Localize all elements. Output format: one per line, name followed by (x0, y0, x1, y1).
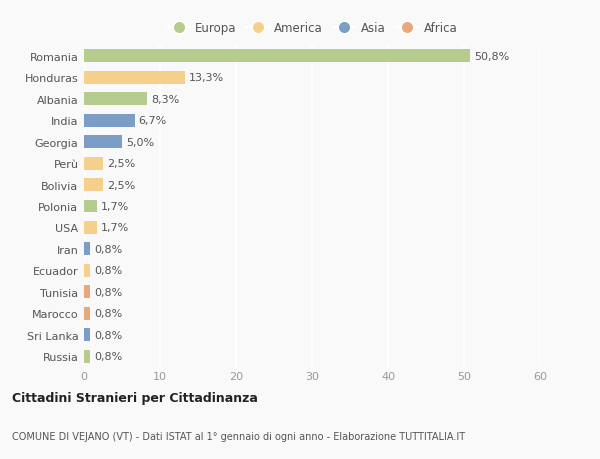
Bar (84, 93, 147, 106)
Text: Cittadini Stranieri per Cittadinanza: Cittadini Stranieri per Cittadinanza (12, 391, 258, 404)
Text: 5,0%: 5,0% (126, 137, 154, 147)
Text: 6,7%: 6,7% (139, 116, 167, 126)
Bar (84, 114, 135, 127)
Text: 2,5%: 2,5% (107, 159, 135, 169)
Text: COMUNE DI VEJANO (VT) - Dati ISTAT al 1° gennaio di ogni anno - Elaborazione TUT: COMUNE DI VEJANO (VT) - Dati ISTAT al 1°… (12, 431, 465, 441)
Bar (84, 179, 103, 191)
Bar (84, 350, 90, 363)
Text: 0,8%: 0,8% (94, 352, 122, 362)
Text: 50,8%: 50,8% (474, 51, 509, 62)
Bar (84, 200, 97, 213)
Bar (84, 157, 103, 170)
Text: 0,8%: 0,8% (94, 308, 122, 319)
Text: 0,8%: 0,8% (94, 266, 122, 276)
Bar (84, 50, 470, 63)
Text: 8,3%: 8,3% (151, 95, 179, 105)
Text: 2,5%: 2,5% (107, 180, 135, 190)
Bar (84, 286, 90, 299)
Text: 0,8%: 0,8% (94, 287, 122, 297)
Text: 0,8%: 0,8% (94, 244, 122, 254)
Bar (84, 329, 90, 341)
Text: 1,7%: 1,7% (101, 202, 129, 212)
Bar (84, 264, 90, 277)
Text: 0,8%: 0,8% (94, 330, 122, 340)
Bar (84, 307, 90, 320)
Bar (84, 136, 122, 149)
Bar (84, 243, 90, 256)
Bar (84, 222, 97, 235)
Bar (84, 72, 185, 84)
Text: 1,7%: 1,7% (101, 223, 129, 233)
Text: 13,3%: 13,3% (189, 73, 224, 83)
Legend: Europa, America, Asia, Africa: Europa, America, Asia, Africa (164, 20, 460, 37)
